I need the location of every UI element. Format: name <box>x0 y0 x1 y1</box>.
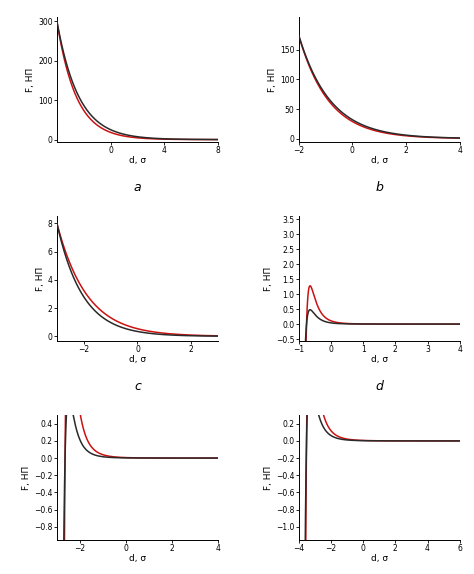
Y-axis label: F, НП: F, НП <box>264 466 273 490</box>
Y-axis label: F, НП: F, НП <box>268 67 277 91</box>
Text: b: b <box>375 181 383 195</box>
X-axis label: d, σ: d, σ <box>129 554 146 563</box>
Text: c: c <box>134 381 141 393</box>
Y-axis label: F, НП: F, НП <box>22 466 31 490</box>
Y-axis label: F, НП: F, НП <box>264 266 273 290</box>
X-axis label: d, σ: d, σ <box>129 156 146 165</box>
X-axis label: d, σ: d, σ <box>371 156 388 165</box>
Y-axis label: F, НП: F, НП <box>27 67 35 91</box>
X-axis label: d, σ: d, σ <box>371 554 388 563</box>
X-axis label: d, σ: d, σ <box>371 355 388 364</box>
X-axis label: d, σ: d, σ <box>129 355 146 364</box>
Text: d: d <box>375 381 383 393</box>
Text: a: a <box>134 181 141 195</box>
Y-axis label: F, НП: F, НП <box>36 266 45 290</box>
